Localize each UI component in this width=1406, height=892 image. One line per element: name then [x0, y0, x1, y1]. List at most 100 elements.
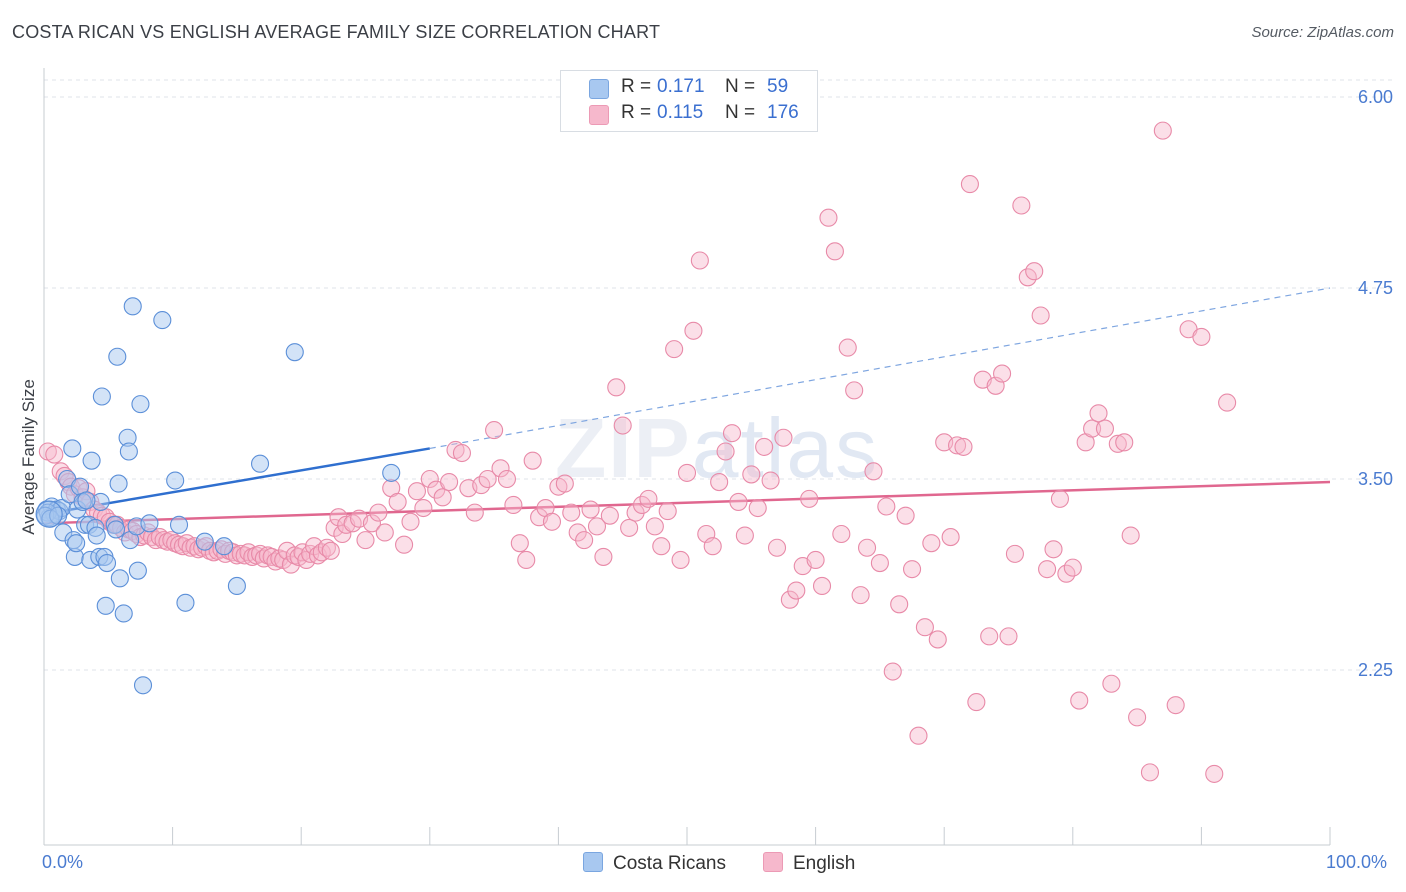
english-point	[517, 550, 536, 570]
costa-rican-point	[140, 514, 159, 533]
source-label: Source: ZipAtlas.com	[1251, 24, 1394, 41]
english-point	[742, 465, 761, 484]
english-point	[671, 550, 690, 570]
y-tick-label: 6.00	[1358, 87, 1393, 107]
costa-rican-point	[109, 474, 128, 493]
y-tick-label: 3.50	[1358, 469, 1393, 489]
axes	[43, 68, 1331, 846]
costa-rican-point	[63, 439, 82, 458]
y-tick-labels: 2.25 3.50 4.75 6.00	[1358, 87, 1393, 680]
trend-lines	[43, 287, 1331, 525]
english-point	[465, 503, 484, 522]
english-point	[1218, 393, 1237, 412]
english-point	[1070, 691, 1089, 710]
legend-r-value: 0.171	[657, 76, 705, 97]
costa-rican-point	[110, 569, 129, 588]
english-point	[497, 469, 517, 489]
english-point	[806, 550, 825, 570]
legend-r-label: R =	[621, 102, 652, 123]
y-axis-label: Average Family Size	[19, 379, 38, 535]
english-point	[658, 502, 677, 521]
costa-rican-point	[87, 526, 106, 545]
costa-rican-point	[97, 553, 117, 573]
english-point	[832, 524, 851, 544]
costa-rican-point	[176, 593, 195, 612]
english-point	[993, 364, 1012, 383]
costa-rican-point	[166, 471, 185, 490]
english-point	[452, 443, 472, 463]
english-points	[38, 121, 1237, 783]
costa-rican-point	[169, 515, 189, 534]
costa-rican-point	[195, 532, 214, 551]
costa-rican-point	[227, 576, 246, 596]
english-point	[562, 503, 581, 522]
english-point	[1005, 544, 1024, 563]
english-point	[568, 523, 587, 542]
english-point	[1192, 327, 1211, 346]
english-point	[362, 514, 381, 533]
english-point	[877, 497, 896, 516]
english-point	[735, 526, 754, 545]
english-point	[960, 175, 979, 194]
costa-rican-point	[131, 395, 150, 414]
english-point	[639, 489, 658, 508]
english-point	[915, 618, 934, 637]
english-point	[388, 492, 407, 511]
costa-rican-point	[82, 451, 101, 470]
bottom-legend-english: English	[763, 852, 855, 875]
english-point	[1050, 489, 1069, 508]
english-point	[1121, 526, 1140, 545]
english-point	[780, 590, 799, 609]
english-point	[607, 378, 626, 397]
english-point	[504, 495, 523, 515]
english-point	[491, 459, 510, 478]
english-point	[1115, 433, 1134, 452]
english-point	[581, 500, 600, 519]
bottom-legend-swatch-costa-ricans	[583, 852, 603, 872]
english-point	[825, 242, 844, 261]
x-axis-min-label: 0.0%	[42, 852, 84, 872]
english-point	[787, 581, 806, 600]
y-tick-label: 4.75	[1358, 278, 1393, 298]
english-point	[703, 537, 722, 556]
english-point	[922, 534, 941, 553]
english-point	[1044, 540, 1063, 559]
english-point	[890, 595, 909, 614]
legend-n-value: 59	[767, 76, 789, 97]
english-point	[883, 662, 902, 681]
english-point	[928, 630, 947, 649]
english-point	[948, 436, 967, 455]
costa-rican-point	[119, 442, 138, 461]
english-point	[1140, 763, 1160, 782]
english-point	[1038, 560, 1057, 579]
english-point	[626, 503, 645, 522]
costa-rican-point	[250, 454, 270, 473]
english-point	[1128, 708, 1147, 727]
legend: R = 0.171 N = 59 R = 0.115 N = 176	[560, 70, 818, 132]
trend-line-costa-ricans-extension	[429, 287, 1331, 450]
english-point	[1012, 196, 1031, 215]
english-point	[716, 442, 735, 461]
english-point	[761, 471, 780, 490]
english-point	[812, 576, 832, 596]
english-point	[542, 512, 562, 531]
english-point	[1089, 404, 1108, 423]
english-point	[819, 208, 838, 227]
english-point	[652, 537, 671, 556]
english-point	[999, 627, 1018, 646]
costa-rican-point	[77, 491, 96, 510]
english-point	[710, 473, 729, 492]
english-point	[755, 437, 774, 456]
english-point	[555, 474, 574, 493]
english-point	[523, 451, 542, 470]
gridlines	[44, 79, 1393, 671]
english-point	[395, 535, 414, 554]
english-point	[356, 531, 375, 550]
english-point	[594, 547, 613, 566]
costa-rican-point	[114, 604, 133, 623]
english-point	[510, 534, 529, 553]
english-point	[1095, 419, 1114, 438]
english-point	[1083, 419, 1102, 438]
english-point	[954, 437, 973, 456]
costa-rican-point	[123, 297, 142, 316]
